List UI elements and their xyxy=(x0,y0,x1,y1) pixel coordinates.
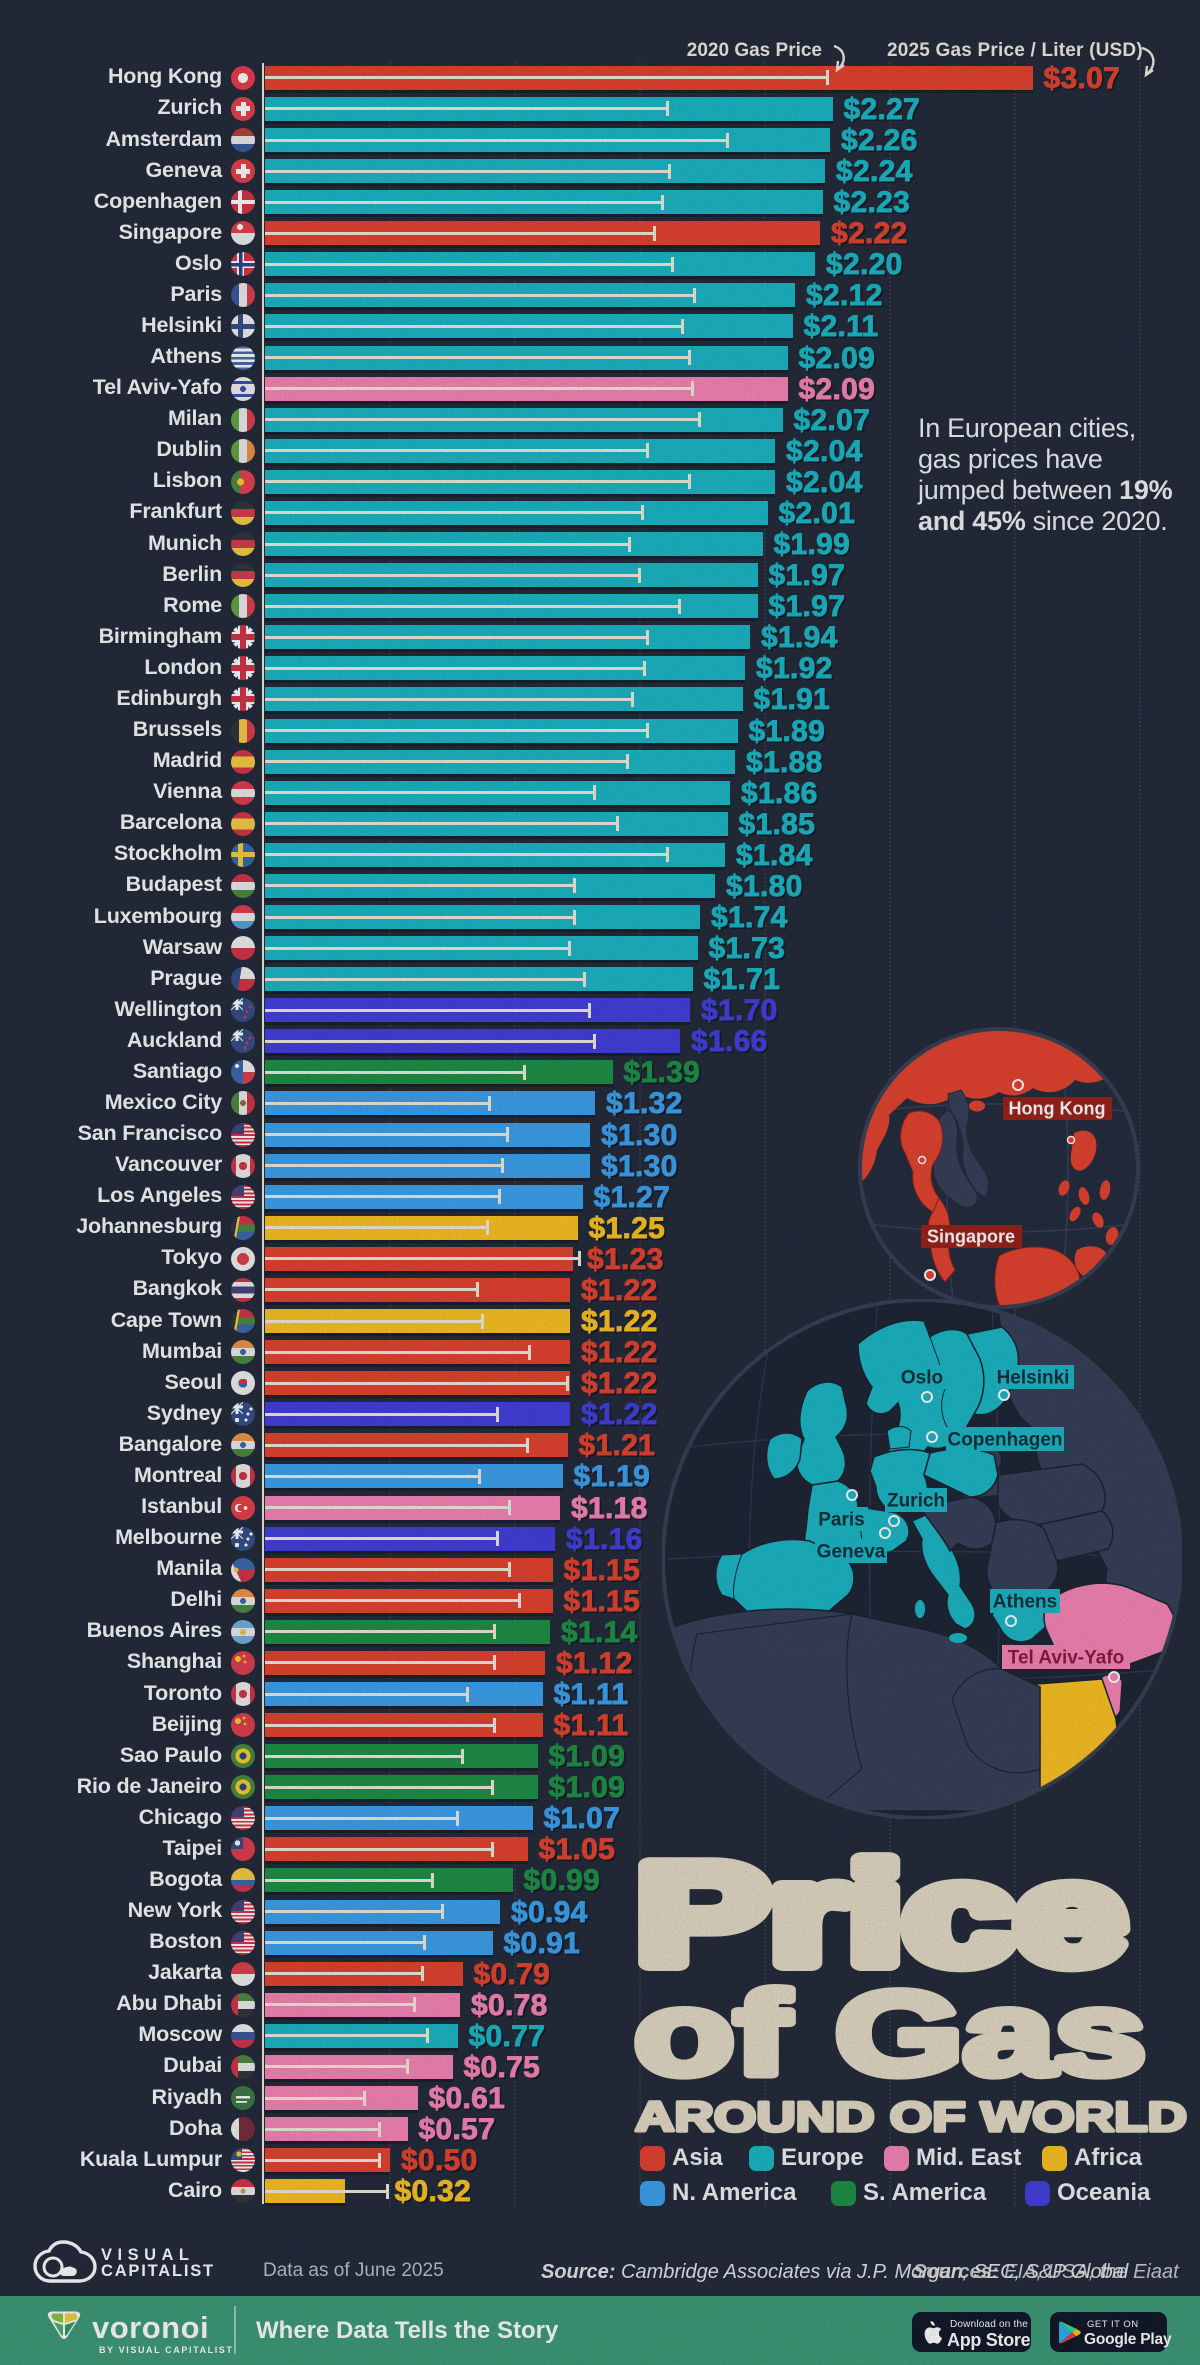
svg-text:Tel Aviv-Yafo: Tel Aviv-Yafo xyxy=(1008,1648,1125,1669)
svg-text:Geneva: Geneva xyxy=(817,1542,886,1563)
svg-text:Hong Kong: Hong Kong xyxy=(1009,1099,1106,1119)
svg-text:Oslo: Oslo xyxy=(901,1368,943,1389)
svg-text:Athens: Athens xyxy=(993,1592,1057,1613)
svg-text:of Gas: of Gas xyxy=(634,1968,1146,2100)
svg-text:Paris: Paris xyxy=(818,1510,864,1531)
svg-text:Singapore: Singapore xyxy=(927,1227,1015,1247)
svg-text:Zurich: Zurich xyxy=(887,1491,945,1512)
svg-text:Copenhagen: Copenhagen xyxy=(947,1430,1062,1451)
svg-text:AROUND OF WORLD: AROUND OF WORLD xyxy=(635,2093,1187,2140)
svg-text:Helsinki: Helsinki xyxy=(997,1368,1070,1389)
